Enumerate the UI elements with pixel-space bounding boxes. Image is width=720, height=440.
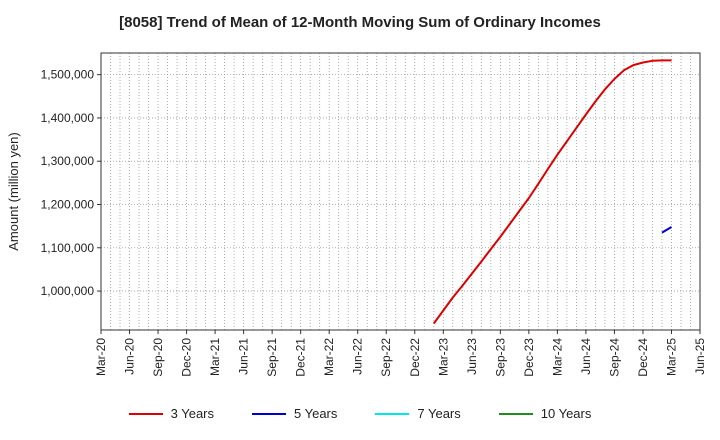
series-line-5-years	[661, 226, 673, 234]
legend-swatch-5-years	[252, 412, 286, 415]
y-tick-label: 1,300,000	[41, 154, 95, 168]
chart-title: [8058] Trend of Mean of 12-Month Moving …	[119, 14, 601, 31]
y-tick-label: 1,100,000	[41, 241, 95, 255]
y-tick-label: 1,500,000	[41, 68, 95, 82]
y-tick-label: 1,200,000	[41, 197, 95, 211]
x-tick-label: Dec-23	[522, 338, 536, 377]
x-tick-label: Dec-24	[636, 338, 650, 377]
y-tick-label: 1,000,000	[41, 284, 95, 298]
x-tick-label: Jun-25	[693, 338, 707, 375]
legend-label-3-years: 3 Years	[170, 406, 214, 421]
series-line-3-years	[432, 59, 672, 325]
x-tick-label: Jun-20	[123, 338, 137, 375]
legend-item-3-years: 3 Years	[128, 406, 214, 421]
legend-swatch-3-years	[128, 412, 163, 415]
legend-label-7-years: 7 Years	[417, 406, 461, 421]
x-tick-label: Mar-23	[436, 338, 450, 376]
x-tick-label: Sep-23	[493, 338, 507, 377]
x-tick-label: Dec-21	[294, 338, 308, 377]
plot-area	[101, 53, 700, 330]
y-axis-label: Amount (million yen)	[6, 132, 21, 251]
x-tick-label: Sep-22	[379, 338, 393, 377]
legend-label-10-years: 10 Years	[540, 406, 592, 421]
legend-item-5-years: 5 Years	[252, 406, 337, 421]
x-tick-label: Mar-21	[208, 338, 222, 376]
x-tick-label: Mar-22	[322, 338, 336, 376]
x-tick-label: Sep-24	[607, 338, 621, 377]
y-tick-label: 1,400,000	[41, 111, 95, 125]
x-tick-label: Sep-21	[265, 338, 279, 377]
x-tick-label: Sep-20	[151, 338, 165, 377]
x-tick-label: Jun-21	[237, 338, 251, 375]
plot-frame	[100, 52, 701, 331]
x-tick-label: Mar-25	[664, 338, 678, 376]
x-tick-label: Jun-23	[465, 338, 479, 375]
legend-swatch-10-years	[498, 412, 533, 415]
legend-item-10-years: 10 Years	[498, 406, 592, 421]
x-tick-label: Jun-22	[351, 338, 365, 375]
x-tick-label: Jun-24	[579, 338, 593, 375]
x-tick-label: Mar-20	[94, 338, 108, 376]
legend: 3 Years 5 Years 7 Years 10 Years	[0, 406, 720, 421]
x-tick-label: Mar-24	[550, 338, 564, 376]
x-tick-label: Dec-22	[408, 338, 422, 377]
x-tick-label: Dec-20	[180, 338, 194, 377]
legend-label-5-years: 5 Years	[294, 406, 338, 421]
legend-swatch-7-years	[375, 412, 410, 415]
legend-item-7-years: 7 Years	[375, 406, 461, 421]
